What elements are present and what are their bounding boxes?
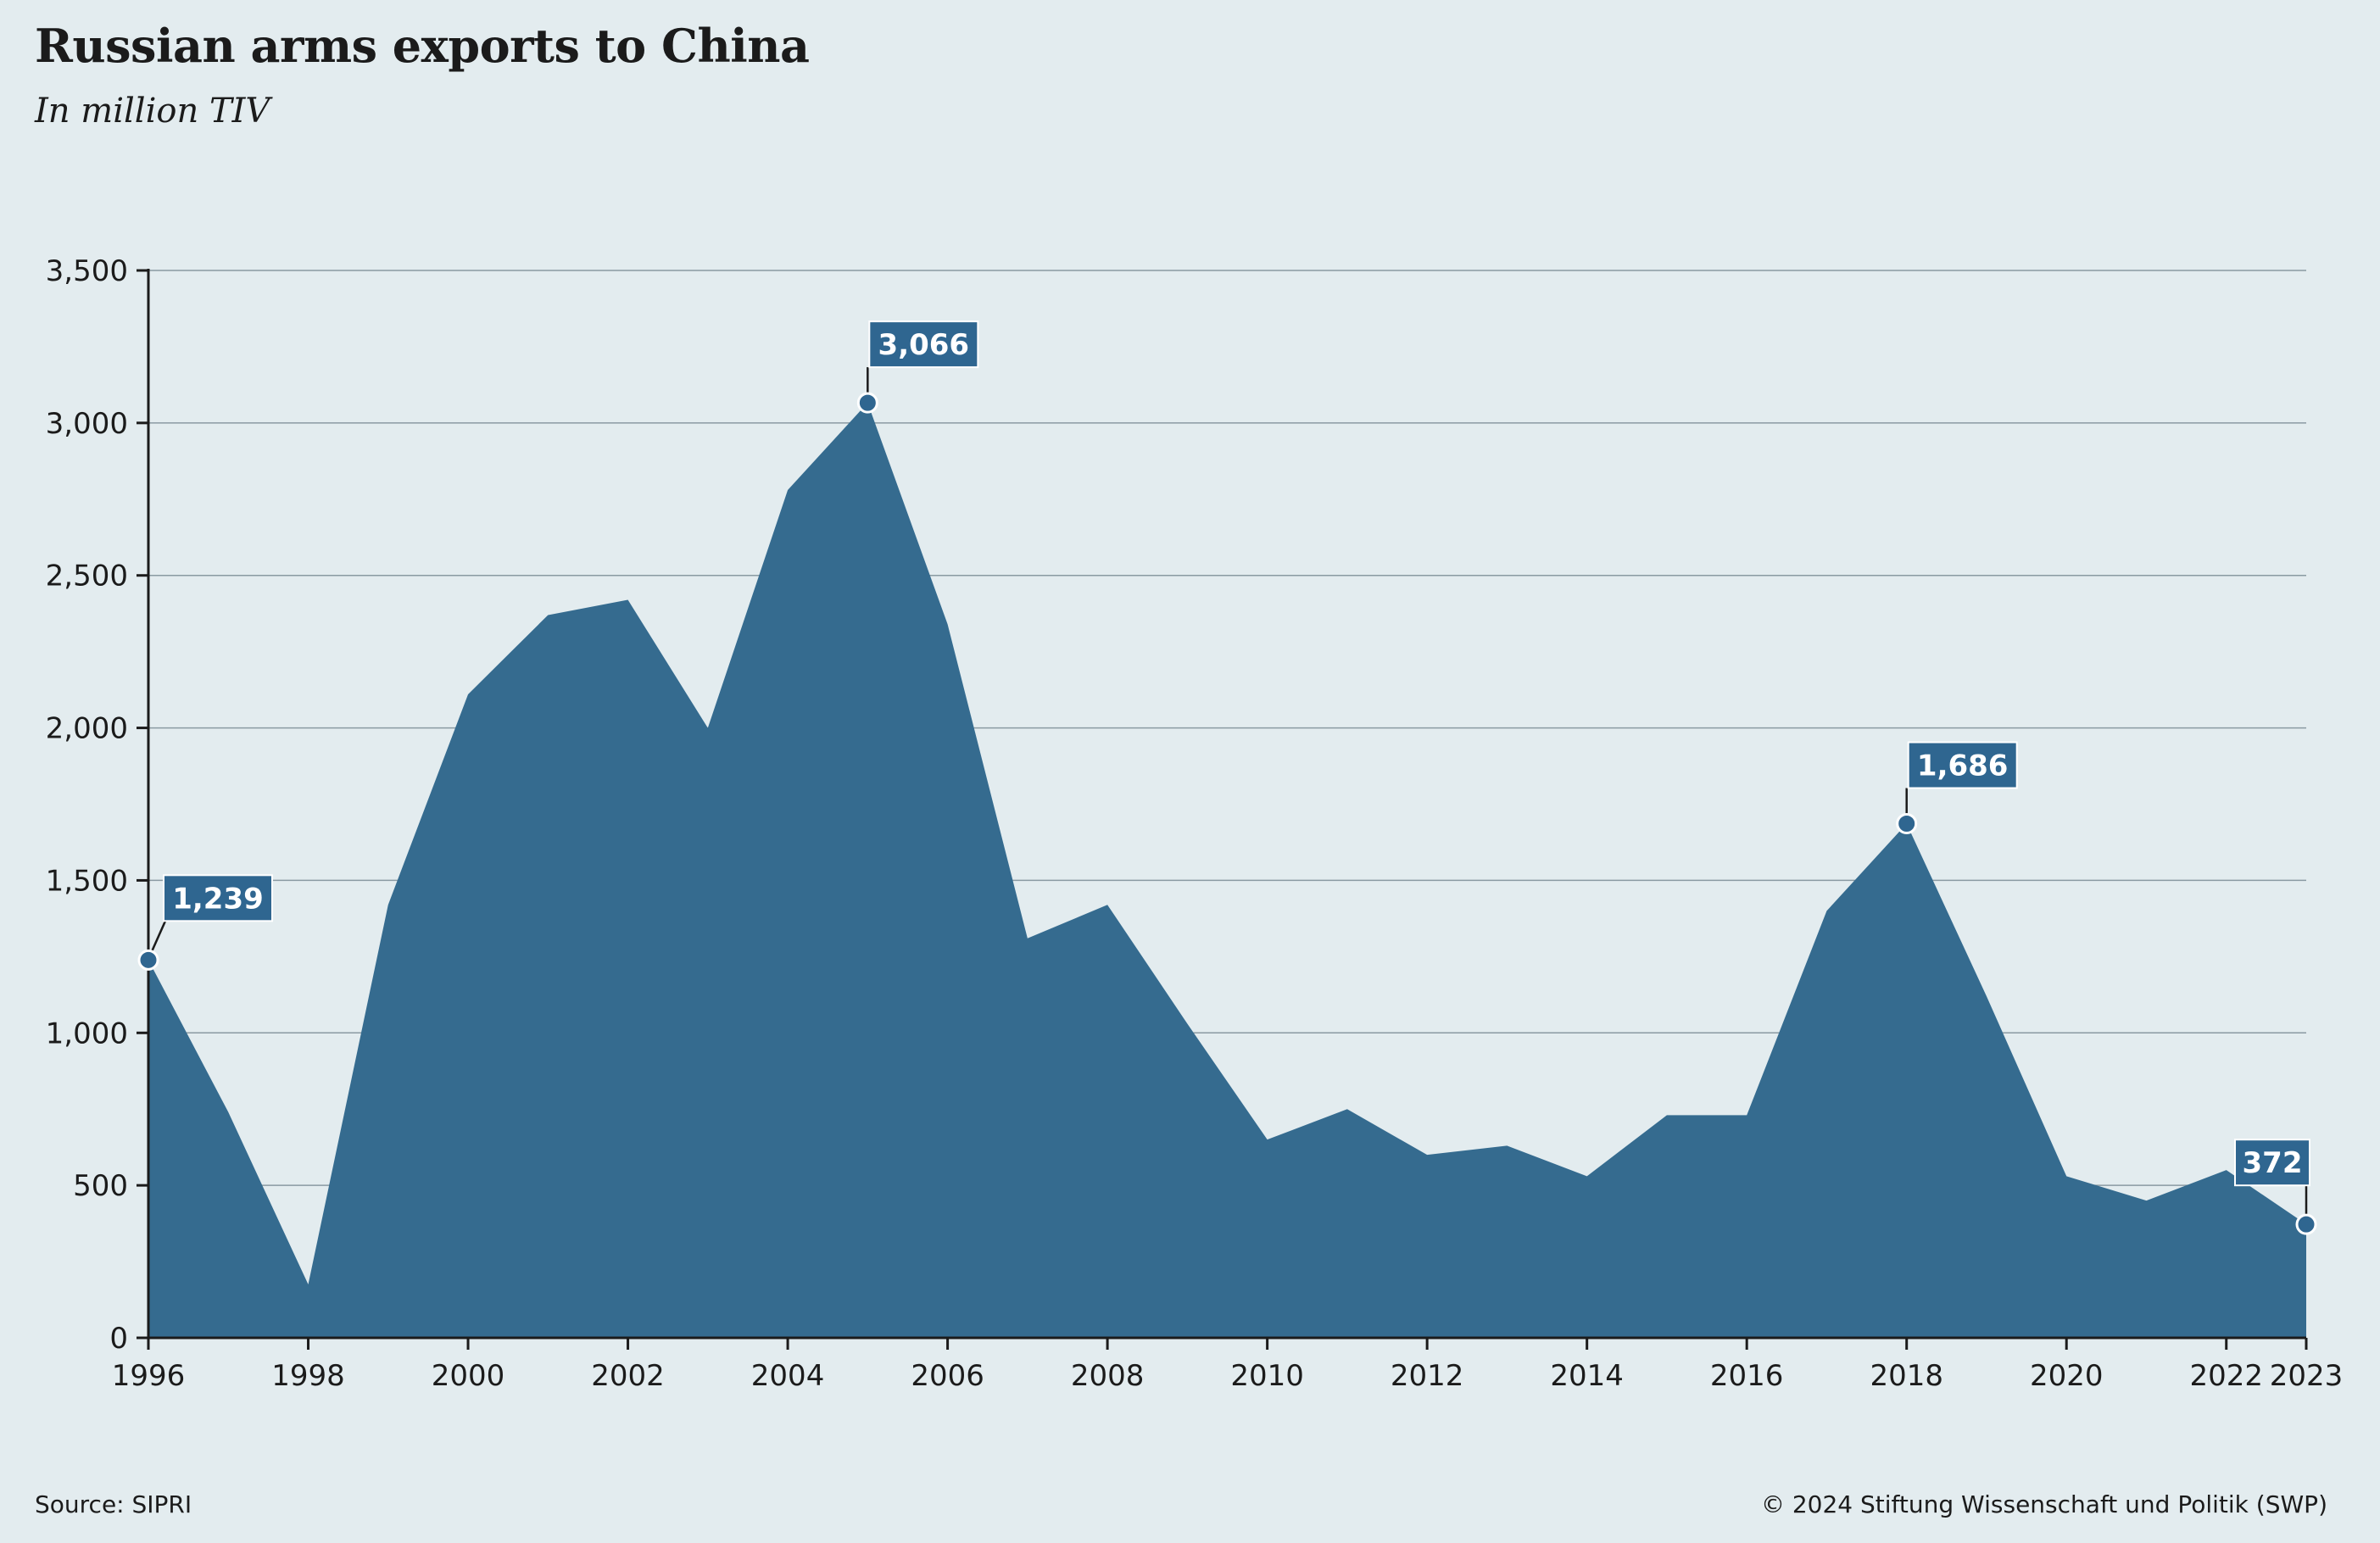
x-tick-label: 2008 [1071, 1359, 1145, 1393]
callout-leader [150, 920, 167, 952]
callout-box [868, 320, 979, 369]
data-point-marker [1896, 813, 1918, 835]
y-axis-ticks: 0 500 1,000 1,500 2,000 2,500 3,000 3,500 [46, 254, 148, 1356]
y-tick-label: 500 [73, 1169, 128, 1203]
axes [147, 269, 2306, 1340]
x-tick-label: 1996 [112, 1359, 186, 1393]
x-tick-label: 2004 [751, 1359, 825, 1393]
x-axis-ticks: 1996 1998 2000 2002 2004 2006 2008 2010 2012 2014… [112, 1338, 2344, 1393]
x-tick-label: 2014 [1550, 1359, 1624, 1393]
x-tick-label: 2018 [1870, 1359, 1943, 1393]
callout-label: 1,239 [172, 882, 264, 916]
data-point-marker [2295, 1213, 2317, 1235]
y-tick-label: 1,000 [46, 1017, 128, 1050]
chart-subtitle: In million TIV [35, 92, 270, 131]
x-tick-label: 2020 [2030, 1359, 2104, 1393]
callout-box [1907, 741, 2018, 789]
x-tick-label: 2022 [2189, 1359, 2263, 1393]
x-tick-label: 2000 [432, 1359, 505, 1393]
y-tick-label: 3,000 [46, 407, 128, 441]
callout-label: 372 [2243, 1146, 2303, 1180]
x-tick-label: 2016 [1710, 1359, 1784, 1393]
x-tick-label: 2023 [2270, 1359, 2344, 1393]
y-tick-label: 0 [109, 1322, 128, 1356]
x-tick-label: 2012 [1391, 1359, 1464, 1393]
callouts: 1,239 3,066 1,686 372 [137, 320, 2317, 1235]
area-series [148, 403, 2306, 1339]
callout-box [163, 874, 273, 922]
copyright-note: © 2024 Stiftung Wissenschaft und Politik… [1760, 1490, 2327, 1518]
x-tick-label: 1998 [271, 1359, 345, 1393]
area-fill [148, 403, 2306, 1339]
x-tick-label: 2010 [1230, 1359, 1304, 1393]
callout-label: 3,066 [878, 328, 970, 362]
data-point-marker [137, 949, 159, 971]
data-point-marker [856, 392, 878, 414]
callout-label: 1,686 [1917, 749, 2009, 783]
chart-title: Russian arms exports to China [35, 19, 810, 73]
source-note: Source: SIPRI [35, 1490, 192, 1518]
x-tick-label: 2002 [591, 1359, 665, 1393]
y-tick-label: 2,500 [46, 560, 128, 593]
x-tick-label: 2006 [911, 1359, 984, 1393]
y-tick-label: 2,000 [46, 712, 128, 746]
y-tick-label: 1,500 [46, 864, 128, 898]
y-tick-label: 3,500 [46, 254, 128, 288]
callout-box [2234, 1139, 2310, 1187]
